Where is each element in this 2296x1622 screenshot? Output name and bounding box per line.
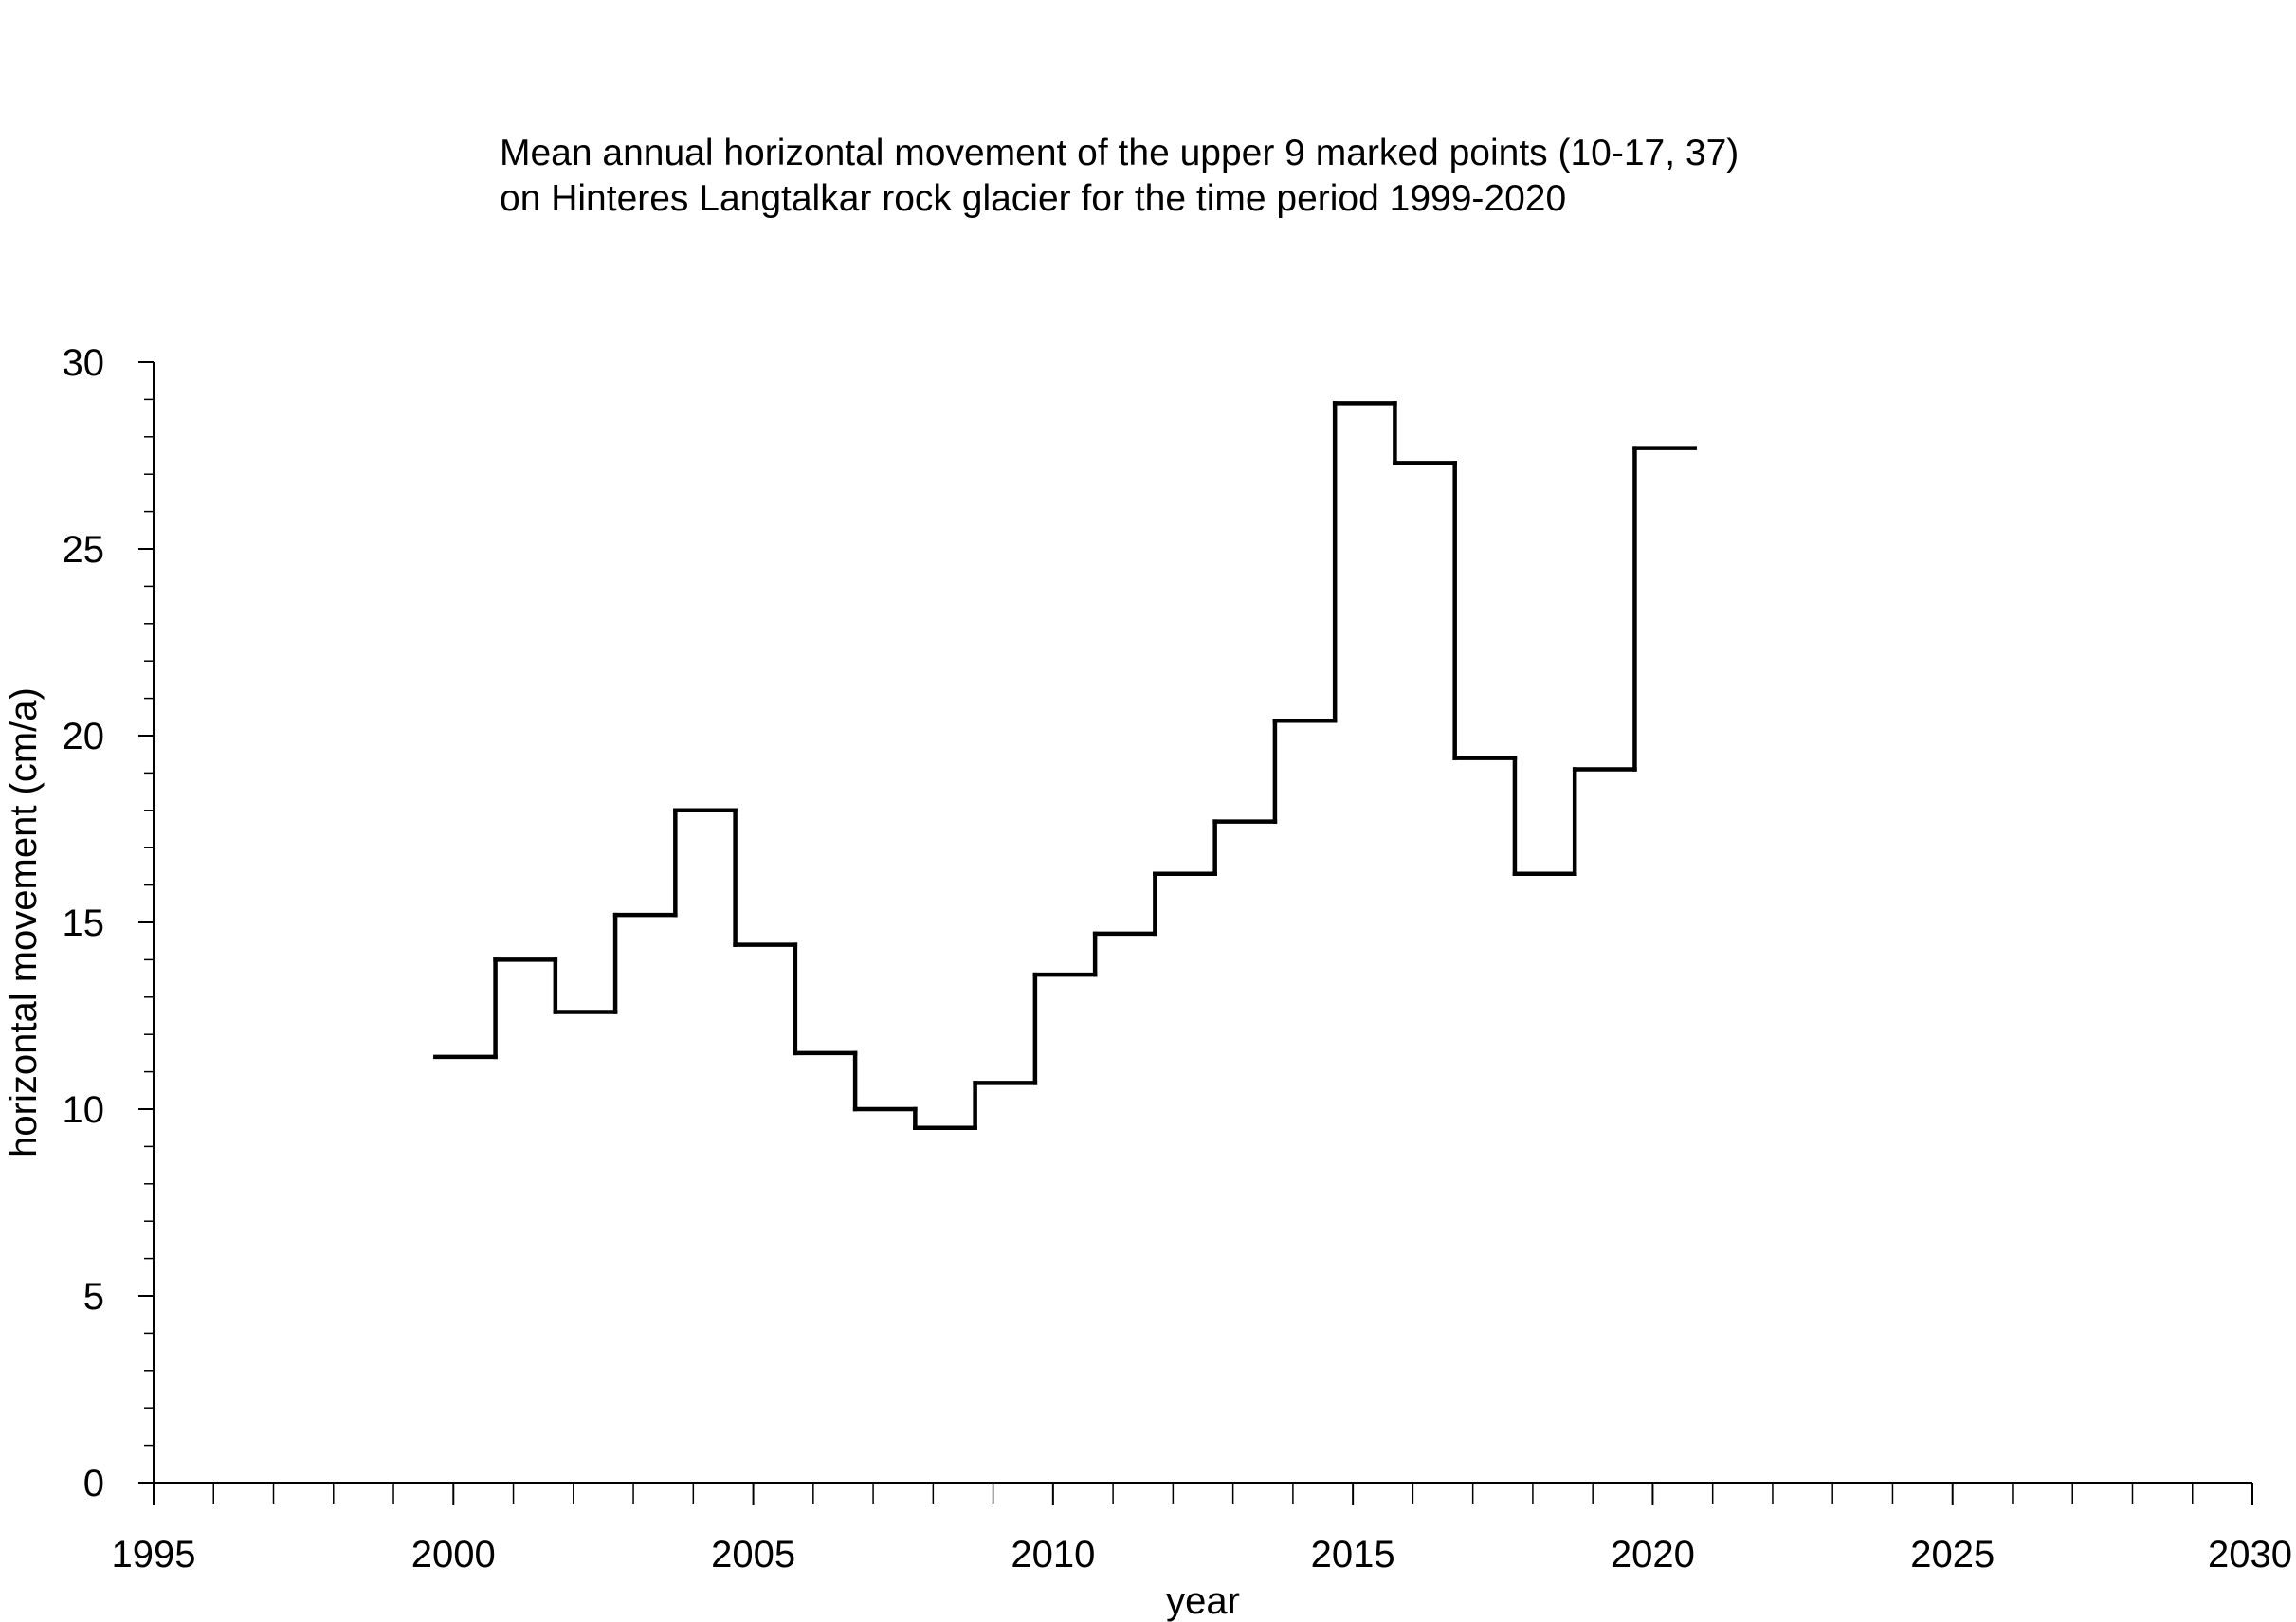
x-tick-label: 2000: [411, 1534, 496, 1576]
x-tick-label: 1995: [112, 1534, 196, 1576]
y-axis: 0 5 10 15 20 25 30: [63, 342, 155, 1504]
y-tick-label: 15: [63, 902, 105, 944]
chart-title-line-2: on Hinteres Langtalkar rock glacier for …: [500, 178, 1566, 219]
y-tick-label: 10: [63, 1089, 105, 1131]
y-tick-label: 25: [63, 529, 105, 571]
x-tick-label: 2015: [1311, 1534, 1395, 1576]
y-tick-label: 5: [83, 1276, 104, 1318]
x-axis-title: year: [1166, 1580, 1240, 1622]
plot-series: [433, 401, 1697, 1130]
y-tick-label: 20: [63, 716, 105, 757]
x-tick-label: 2020: [1611, 1534, 1695, 1576]
x-axis: 1995 2000 2005 2010 2015 2020 2025 2030: [112, 1482, 2292, 1576]
y-tick-label: 0: [83, 1463, 104, 1504]
y-tick-label: 30: [63, 342, 105, 384]
chart-title-line-1: Mean annual horizontal movement of the u…: [500, 133, 1739, 173]
y-axis-title: horizontal movement (cm/a): [3, 687, 45, 1157]
x-tick-label: 2010: [1011, 1534, 1095, 1576]
x-tick-label: 2025: [1910, 1534, 1995, 1576]
x-tick-label: 2030: [2208, 1534, 2292, 1576]
chart-title: Mean annual horizontal movement of the u…: [500, 133, 1739, 219]
x-tick-label: 2005: [711, 1534, 795, 1576]
